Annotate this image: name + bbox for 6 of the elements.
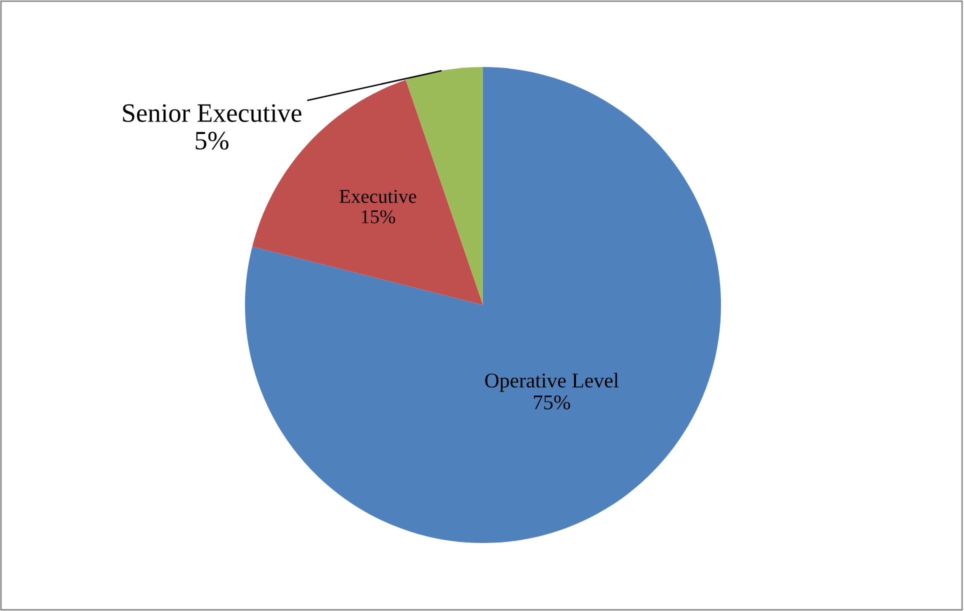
slice-label: Operative Level (485, 372, 619, 392)
slice-label: Senior Executive (123, 104, 302, 122)
slice-label: Executive (340, 190, 416, 203)
data-label: 75% (534, 395, 570, 410)
data-label: 5% (196, 132, 228, 150)
data-label: 15% (362, 210, 396, 224)
